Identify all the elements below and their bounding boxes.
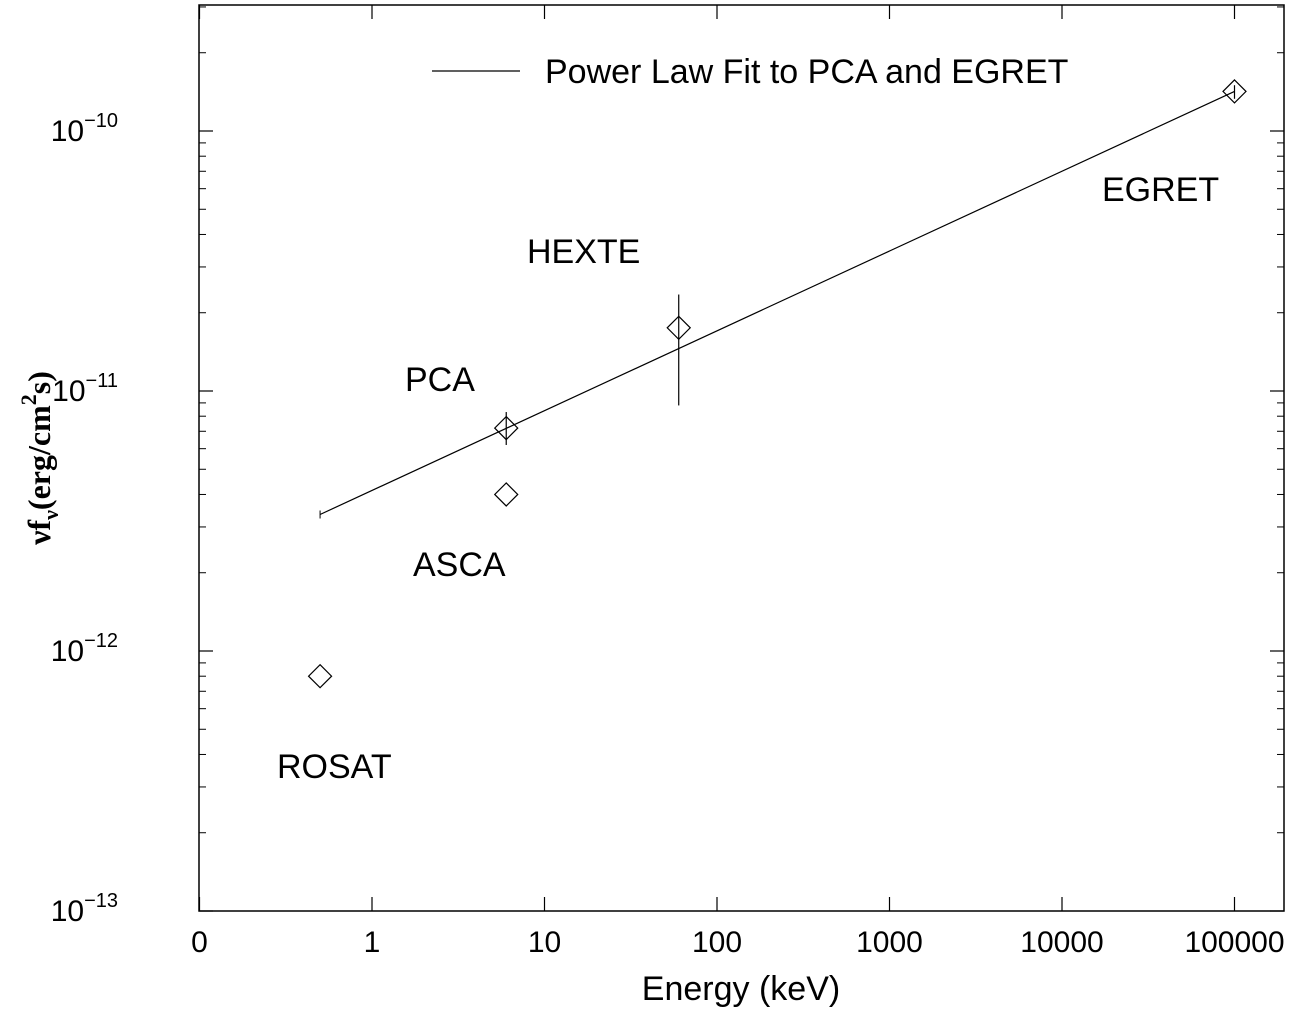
point-egret xyxy=(1222,79,1247,104)
y-tick-base: 10 xyxy=(51,115,84,148)
annotation-hexte: HEXTE xyxy=(527,233,640,271)
y-tick-label: 10−11 xyxy=(52,370,118,408)
annotation-egret: EGRET xyxy=(1102,171,1219,209)
y-tick-base: 10 xyxy=(51,635,84,668)
fit-line xyxy=(319,90,1235,516)
legend-label: Power Law Fit to PCA and EGRET xyxy=(545,53,1068,91)
y-tick-label: 10−13 xyxy=(51,890,118,928)
x-axis-title: Energy (keV) xyxy=(642,970,840,1008)
x-tick-label: 10000 xyxy=(1020,926,1103,959)
annotation-asca: ASCA xyxy=(413,546,506,584)
x-tick-label: 1000 xyxy=(856,926,923,959)
point-hexte xyxy=(666,315,692,341)
y-tick-exponent: −12 xyxy=(84,630,118,652)
x-tick-label: 100 xyxy=(692,926,742,959)
y-tick-label: 10−10 xyxy=(51,110,118,148)
y-tick-base: 10 xyxy=(51,895,84,928)
point-pca xyxy=(493,415,519,441)
y-tick-exponent: −10 xyxy=(84,110,118,132)
y-tick-exponent: −11 xyxy=(86,370,118,392)
y-tick-label: 10−12 xyxy=(51,630,118,668)
annotation-rosat: ROSAT xyxy=(277,748,392,786)
point-asca xyxy=(493,482,519,507)
y-tick-base: 10 xyxy=(52,375,85,408)
x-ticks: 0 1 10 100 1000 10000 100000 xyxy=(191,5,1285,959)
x-tick-label: 1 xyxy=(364,926,381,959)
y-axis-title: νfν(erg/cm2s) xyxy=(16,371,63,546)
y-tick-exponent: −13 xyxy=(84,890,118,912)
x-tick-label: 10 xyxy=(528,926,561,959)
data-marks xyxy=(307,79,1247,689)
annotation-pca: PCA xyxy=(405,361,475,399)
plot-frame xyxy=(198,4,1285,912)
x-tick-label: 0 xyxy=(191,926,208,959)
x-tick-label: 100000 xyxy=(1184,926,1284,959)
point-rosat xyxy=(307,663,333,689)
